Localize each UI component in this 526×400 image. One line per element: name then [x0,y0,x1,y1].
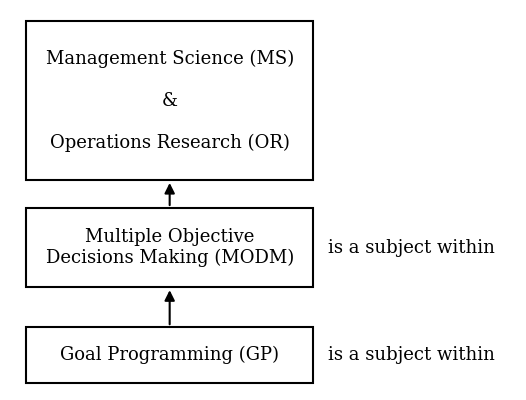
Text: is a subject within: is a subject within [328,346,495,364]
FancyBboxPatch shape [26,327,313,383]
FancyBboxPatch shape [26,21,313,180]
Text: Multiple Objective
Decisions Making (MODM): Multiple Objective Decisions Making (MOD… [46,228,294,267]
Text: Management Science (MS)

&

Operations Research (OR): Management Science (MS) & Operations Res… [46,50,294,152]
FancyBboxPatch shape [26,208,313,287]
Text: Goal Programming (GP): Goal Programming (GP) [60,346,279,364]
Text: is a subject within: is a subject within [328,239,495,257]
